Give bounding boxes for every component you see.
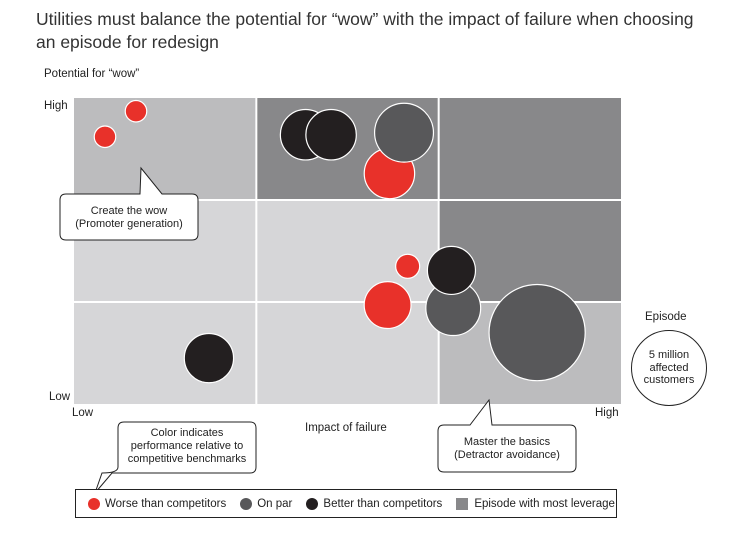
bubble-point (426, 245, 477, 296)
callout-master-basics-line1: Master the basics (463, 436, 551, 448)
grid-cell (256, 302, 439, 404)
x-axis-label: Impact of failure (305, 422, 387, 434)
callout-color-note: Color indicates performance relative to … (118, 427, 256, 466)
callout-create-wow-line1: Create the wow (90, 205, 168, 217)
bubble-point (395, 253, 421, 279)
legend-item-leverage: Episode with most leverage (456, 497, 615, 510)
episode-key-label: Episode (645, 311, 687, 323)
bubble-point (183, 332, 235, 384)
callout-master-basics: Master the basics (Detractor avoidance) (438, 436, 576, 462)
y-axis-label: Potential for “wow” (44, 68, 140, 80)
legend-item-worse: Worse than competitors (88, 497, 227, 510)
callout-master-basics-box (437, 398, 577, 473)
callout-color-note-box (94, 421, 257, 494)
legend-label-better: Better than competitors (323, 497, 443, 510)
episode-key-line3: customers (643, 374, 695, 387)
callout-create-wow: Create the wow (Promoter generation) (60, 205, 198, 231)
bubble-point (93, 125, 117, 149)
bubble-point (305, 108, 357, 161)
bubble-point (488, 283, 586, 382)
grid-cell (74, 98, 257, 200)
callout-master-basics-line2: (Detractor avoidance) (454, 449, 560, 461)
x-tick-low: Low (72, 407, 94, 419)
legend-item-on-par: On par (240, 497, 293, 510)
callout-color-note-line1: Color indicates (150, 427, 224, 439)
legend-swatch-on-par (240, 497, 253, 510)
y-tick-low: Low (49, 391, 71, 403)
y-tick-high: High (44, 100, 68, 112)
x-tick-high: High (595, 407, 619, 419)
legend-swatch-better (306, 497, 319, 510)
bubble-point (124, 99, 148, 123)
grid-cell (256, 200, 439, 302)
callout-create-wow-box (59, 166, 199, 241)
episode-key-line1: 5 million (648, 349, 690, 362)
legend-swatch-worse (88, 497, 100, 510)
callout-color-note-line2: performance relative to (130, 440, 244, 452)
legend-label-worse: Worse than competitors (105, 497, 227, 510)
episode-key-line2: affected (649, 361, 689, 374)
bubble-point (373, 102, 435, 163)
episode-size-key: 5 million affected customers (631, 330, 707, 406)
chart-title: Utilities must balance the potential for… (36, 9, 694, 52)
legend: Worse than competitors On par Better tha… (75, 489, 617, 518)
legend-swatch-leverage (456, 497, 469, 510)
callout-color-note-line3: competitive benchmarks (127, 453, 247, 465)
grid-cell (438, 98, 621, 200)
legend-item-better: Better than competitors (306, 497, 443, 510)
bubble-point (363, 281, 412, 330)
callout-create-wow-line2: (Promoter generation) (75, 218, 183, 230)
legend-label-leverage: Episode with most leverage (474, 497, 615, 510)
legend-label-on-par: On par (257, 497, 293, 510)
